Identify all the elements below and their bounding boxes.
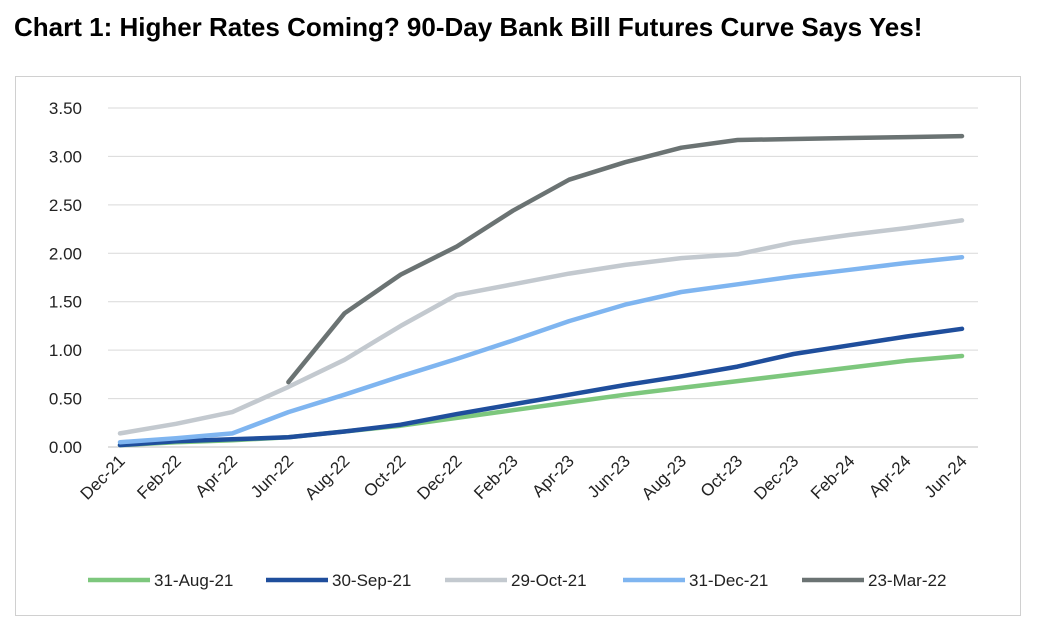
x-tick-label: Apr-23	[528, 451, 578, 501]
x-tick-label: Dec-22	[413, 451, 465, 503]
x-tick-label: Oct-22	[360, 451, 410, 501]
x-axis-ticks: Dec-21 Feb-22 Apr-22 Jun-22 Aug-22 Oct-22 Dec-…	[77, 451, 971, 503]
x-tick-label: Aug-22	[301, 451, 353, 503]
legend-label: 29-Oct-21	[511, 571, 587, 590]
legend-label: 31-Aug-21	[154, 571, 233, 590]
series-line	[117, 254, 965, 445]
y-tick-label: 0.00	[49, 438, 82, 457]
x-tick-label: Dec-23	[750, 451, 802, 503]
chart-title: Chart 1: Higher Rates Coming? 90-Day Ban…	[14, 12, 923, 42]
x-tick-label: Feb-24	[807, 451, 859, 503]
x-tick-label: Apr-24	[865, 451, 915, 501]
x-tick-label: Jun-24	[921, 451, 971, 501]
x-tick-label: Jun-22	[247, 451, 297, 501]
legend: 31-Aug-21 30-Sep-21 29-Oct-21 31-Dec-21 23-M…	[88, 571, 946, 590]
legend-label: 30-Sep-21	[332, 571, 411, 590]
series-line	[117, 326, 965, 448]
y-tick-label: 2.50	[49, 196, 82, 215]
y-axis-ticks: 0.00 0.50 1.00 1.50 2.00 2.50 3.00 3.50	[49, 99, 82, 457]
legend-label: 23-Mar-22	[868, 571, 946, 590]
series-line	[286, 133, 965, 385]
x-tick-label: Feb-23	[470, 451, 522, 503]
x-tick-label: Oct-23	[697, 451, 747, 501]
y-tick-label: 0.50	[49, 390, 82, 409]
legend-label: 31-Dec-21	[689, 571, 768, 590]
y-tick-label: 1.00	[49, 341, 82, 360]
y-tick-label: 3.00	[49, 147, 82, 166]
x-tick-label: Apr-22	[192, 451, 242, 501]
x-tick-label: Aug-23	[638, 451, 690, 503]
y-tick-label: 2.00	[49, 244, 82, 263]
series-lines	[117, 133, 965, 448]
y-tick-label: 1.50	[49, 293, 82, 312]
y-tick-label: 3.50	[49, 99, 82, 118]
x-tick-label: Dec-21	[77, 451, 129, 503]
x-tick-label: Jun-23	[584, 451, 634, 501]
series-line	[117, 218, 965, 436]
x-tick-label: Feb-22	[133, 451, 185, 503]
